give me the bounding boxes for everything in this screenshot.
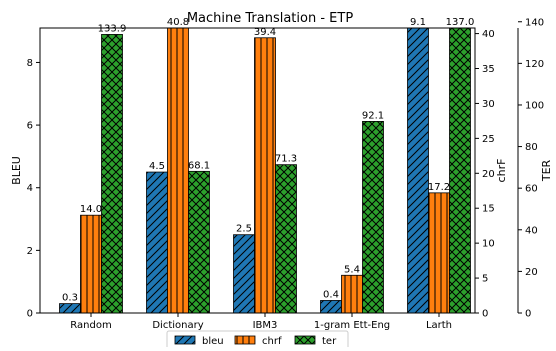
y-chrf-tick-label-5: 25 bbox=[482, 134, 495, 145]
bar-hatch-chrf-3 bbox=[341, 274, 363, 314]
y-chrf-tick-label-1: 5 bbox=[482, 274, 488, 285]
x-tick-label-0: Random bbox=[70, 320, 111, 331]
bar-labels-group: 0.3 14.0 133.9 4.5 40.8 68.1 2.5 39.4 71.3 0.4 5.4… bbox=[62, 17, 474, 304]
y-bleu-label: BLEU bbox=[10, 156, 23, 185]
y-ter-tick-label-4: 80 bbox=[525, 142, 538, 153]
y-chrf-label: chrF bbox=[495, 159, 508, 183]
x-tick-label-3: 1-gram Ett-Eng bbox=[314, 320, 390, 331]
bar-label-bleu-2: 2.5 bbox=[236, 224, 252, 235]
bar-hatch-bleu-0 bbox=[59, 303, 81, 314]
y-bleu-tick-label-1: 2 bbox=[27, 246, 33, 257]
y-chrf-tick-label-6: 30 bbox=[482, 99, 495, 110]
x-tick-label-2: IBM3 bbox=[253, 320, 278, 331]
y-chrf-tick-label-0: 0 bbox=[482, 309, 488, 320]
y-axis-ter: 0 20 40 60 80 100 120 140 TER bbox=[517, 17, 553, 320]
legend-swatch-hatch-ter bbox=[294, 335, 316, 345]
y-bleu-tick-label-0: 0 bbox=[27, 309, 33, 320]
y-bleu-tick-label-4: 8 bbox=[27, 58, 33, 69]
y-ter-tick-label-6: 120 bbox=[525, 59, 544, 70]
y-ter-tick-label-5: 100 bbox=[525, 100, 544, 111]
legend-swatch-hatch-chrf bbox=[234, 335, 256, 345]
bars-group bbox=[59, 27, 471, 314]
bar-label-ter-1: 68.1 bbox=[188, 160, 210, 171]
bar-hatch-chrf-4 bbox=[428, 192, 450, 314]
bar-hatch-ter-0 bbox=[101, 34, 123, 314]
chart-title: Machine Translation - ETP bbox=[187, 11, 353, 26]
bar-label-chrf-4: 17.2 bbox=[428, 182, 450, 193]
y-ter-tick-label-1: 20 bbox=[525, 267, 538, 278]
y-bleu-tick-label-2: 4 bbox=[27, 183, 33, 194]
bar-hatch-bleu-2 bbox=[233, 234, 255, 314]
bar-hatch-ter-4 bbox=[449, 27, 471, 314]
bar-hatch-ter-3 bbox=[362, 121, 384, 314]
legend-label-chrf: chrf bbox=[262, 336, 282, 347]
y-bleu-tick-label-3: 6 bbox=[27, 121, 33, 132]
bar-label-ter-0: 133.9 bbox=[98, 23, 127, 34]
bar-label-chrf-2: 39.4 bbox=[254, 27, 276, 38]
bar-hatch-chrf-1 bbox=[167, 27, 189, 314]
bar-hatch-chrf-2 bbox=[254, 37, 276, 314]
bar-label-bleu-0: 0.3 bbox=[62, 293, 78, 304]
bar-hatch-bleu-1 bbox=[146, 171, 168, 314]
bar-label-ter-2: 71.3 bbox=[275, 154, 297, 165]
legend-swatch-hatch-bleu bbox=[174, 335, 196, 345]
y-ter-tick-label-2: 40 bbox=[525, 225, 538, 236]
bar-hatch-ter-1 bbox=[188, 170, 210, 314]
y-ter-label: TER bbox=[540, 159, 553, 182]
y-chrf-tick-label-4: 20 bbox=[482, 169, 495, 180]
bar-hatch-ter-2 bbox=[275, 164, 297, 314]
bar-label-bleu-3: 0.4 bbox=[323, 289, 339, 300]
x-tick-label-4: Larth bbox=[426, 320, 452, 331]
plot-frame bbox=[39, 27, 476, 314]
bar-label-bleu-4: 9.1 bbox=[410, 17, 426, 28]
y-ter-tick-label-7: 140 bbox=[525, 17, 544, 28]
y-chrf-tick-label-3: 15 bbox=[482, 204, 495, 215]
y-ter-tick-label-0: 0 bbox=[525, 309, 531, 320]
bar-label-chrf-0: 14.0 bbox=[80, 204, 102, 215]
legend-label-ter: ter bbox=[322, 336, 337, 347]
legend: bleu chrf ter bbox=[166, 330, 349, 350]
bar-hatch-chrf-0 bbox=[80, 214, 102, 314]
bar-label-chrf-3: 5.4 bbox=[344, 264, 360, 275]
bar-hatch-bleu-3 bbox=[320, 300, 342, 314]
y-chrf-tick-label-7: 35 bbox=[482, 64, 495, 75]
y-axis-bleu: 0 2 4 6 8 BLEU bbox=[10, 58, 40, 320]
bar-label-chrf-1: 40.8 bbox=[167, 17, 189, 28]
legend-label-bleu: bleu bbox=[202, 336, 224, 347]
bar-label-ter-4: 137.0 bbox=[446, 17, 475, 28]
x-axis: Random Dictionary IBM3 1-gram Ett-Eng Larth bbox=[70, 313, 452, 331]
y-chrf-tick-label-8: 40 bbox=[482, 29, 495, 40]
x-tick-label-1: Dictionary bbox=[152, 320, 203, 331]
y-ter-tick-label-3: 60 bbox=[525, 184, 538, 195]
bar-label-ter-3: 92.1 bbox=[362, 110, 384, 121]
y-chrf-tick-label-2: 10 bbox=[482, 239, 495, 250]
y-axis-chrf: 0 5 10 15 20 25 30 35 40 chrF bbox=[475, 29, 508, 320]
bar-label-bleu-1: 4.5 bbox=[149, 161, 165, 172]
bar-hatch-bleu-4 bbox=[407, 27, 429, 314]
